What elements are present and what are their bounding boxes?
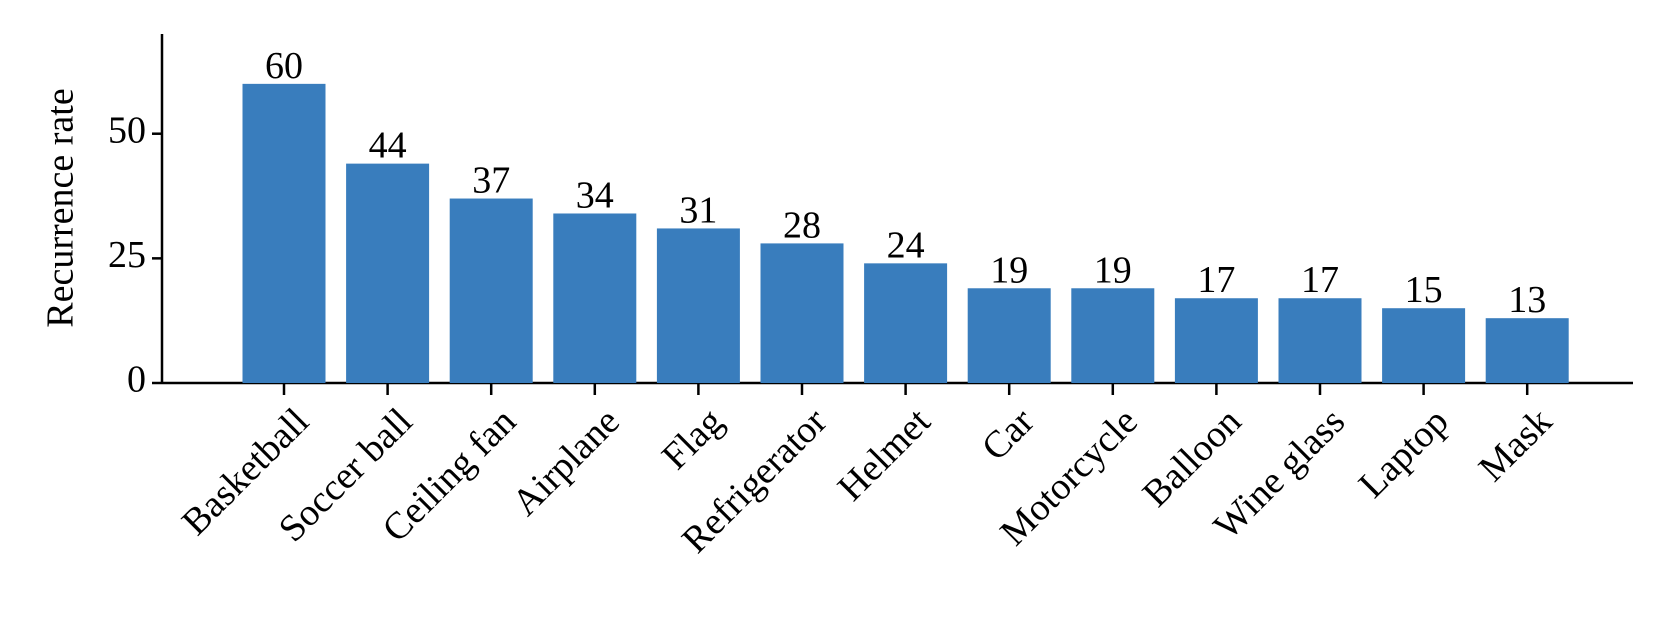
bar <box>1278 298 1362 383</box>
y-tick-label: 0 <box>127 359 146 401</box>
value-label: 15 <box>1405 269 1443 311</box>
bar <box>346 163 430 383</box>
bar <box>1174 298 1258 383</box>
x-tick-label: Airplane <box>504 400 628 524</box>
bar <box>1382 308 1466 383</box>
value-label: 60 <box>265 45 303 87</box>
bar <box>760 243 844 383</box>
bar <box>656 228 740 383</box>
x-tick-label: Helmet <box>830 400 939 509</box>
bar <box>864 263 948 383</box>
value-label: 28 <box>783 204 821 246</box>
bar <box>449 198 533 383</box>
value-label: 19 <box>1094 249 1132 291</box>
x-tick-label: Mask <box>1471 400 1560 489</box>
value-label: 17 <box>1301 259 1339 301</box>
value-label: 34 <box>576 174 614 216</box>
value-label: 19 <box>990 249 1028 291</box>
y-tick-label: 50 <box>108 109 146 151</box>
y-axis-label: Recurrence rate <box>40 88 82 327</box>
y-tick-label: 25 <box>108 234 146 276</box>
bar <box>967 288 1051 383</box>
value-label: 31 <box>679 189 717 231</box>
x-tick-label: Car <box>974 400 1043 469</box>
bar <box>1485 318 1569 383</box>
bar <box>242 83 326 383</box>
x-tick-label: Laptop <box>1351 400 1457 506</box>
value-label: 17 <box>1197 259 1235 301</box>
x-tick-label: Flag <box>654 400 731 477</box>
bar <box>553 213 637 383</box>
bar <box>1071 288 1155 383</box>
value-label: 24 <box>887 224 925 266</box>
value-label: 37 <box>472 160 510 202</box>
value-label: 44 <box>369 125 407 167</box>
value-label: 13 <box>1508 279 1546 321</box>
